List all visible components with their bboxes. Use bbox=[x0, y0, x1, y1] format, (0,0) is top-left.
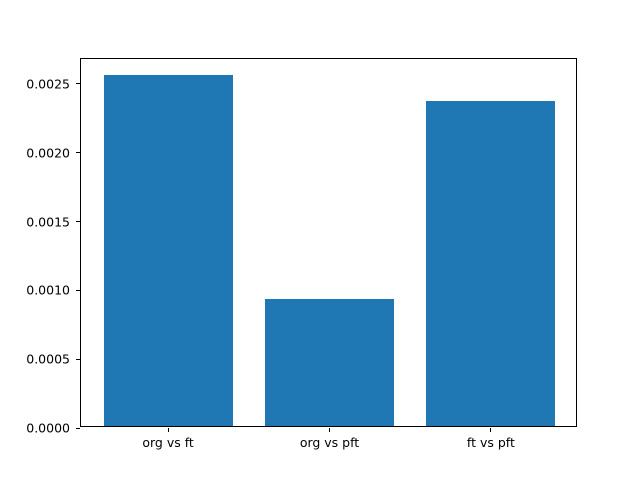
y-tick-mark bbox=[76, 152, 80, 154]
x-tick-mark bbox=[329, 428, 330, 432]
y-tick-label: 0.0020 bbox=[26, 145, 70, 161]
x-tick-mark bbox=[167, 428, 169, 432]
y-tick-mark bbox=[76, 358, 80, 360]
plot-area: 0.0000 0.0005 0.0010 0.0015 0.0020 0.0025 org … bbox=[26, 58, 577, 450]
y-tick-label: 0.0000 bbox=[26, 420, 70, 436]
y-tick-mark bbox=[76, 427, 80, 429]
x-tick-label-ft-vs-pft: ft vs pft bbox=[466, 435, 515, 450]
bar-org-vs-ft bbox=[103, 74, 233, 426]
y-tick-label: 0.0005 bbox=[26, 351, 70, 367]
y-tick-mark bbox=[76, 221, 80, 222]
y-tick-label: 0.0015 bbox=[26, 214, 70, 229]
x-tick-label-org-vs-pft: org vs pft bbox=[299, 435, 360, 450]
x-tick-mark bbox=[490, 428, 492, 432]
bar-ft-vs-pft bbox=[426, 101, 556, 426]
y-tick-label: 0.0010 bbox=[26, 282, 70, 298]
y-tick-mark bbox=[76, 83, 80, 85]
y-tick-label: 0.0025 bbox=[26, 76, 70, 92]
x-tick-label-org-vs-ft: org vs ft bbox=[142, 435, 194, 450]
bar-org-vs-pft bbox=[265, 299, 395, 426]
y-tick-mark bbox=[76, 289, 80, 291]
